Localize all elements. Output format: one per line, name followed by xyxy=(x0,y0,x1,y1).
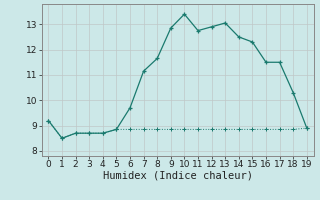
X-axis label: Humidex (Indice chaleur): Humidex (Indice chaleur) xyxy=(103,171,252,181)
